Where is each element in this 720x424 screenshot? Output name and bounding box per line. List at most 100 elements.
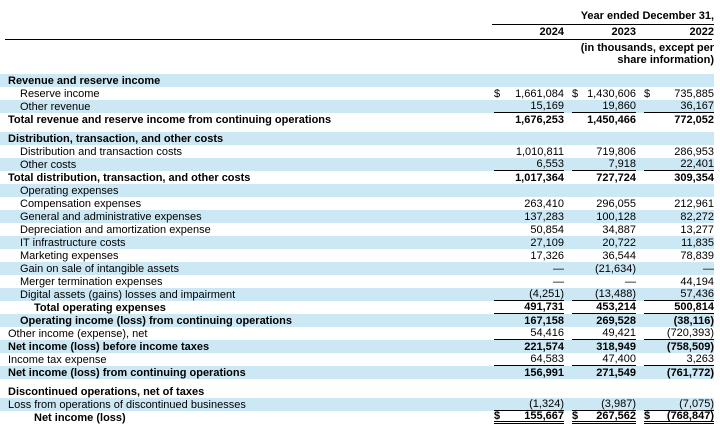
cell-value: 13,277: [680, 223, 714, 236]
cell-value: (720,393): [666, 327, 714, 339]
cell-2022: [644, 132, 714, 145]
cell-value: 167,158: [524, 314, 564, 327]
column-header-2023: 2023: [611, 26, 636, 38]
cell-2023: 100,128: [572, 210, 636, 223]
cell-2024: 167,158: [494, 314, 564, 327]
table-row: Revenue and reserve income: [0, 74, 714, 87]
cell-2022: 57,436: [644, 288, 714, 301]
table-row: Other income (expense), net 54,416 49,421 (…: [0, 327, 714, 340]
cell-2022: 11,835: [644, 236, 714, 249]
cell-value: 1,676,253: [515, 113, 564, 126]
cell-2022: (761,772): [644, 366, 714, 379]
cell-value: 34,887: [602, 223, 636, 236]
cell-value: 64,583: [530, 353, 564, 365]
table-row: Total operating expenses 491,731 453,214 50…: [0, 301, 714, 314]
row-label: Marketing expenses: [20, 249, 119, 262]
cell-value: 727,724: [596, 171, 636, 184]
cell-value: (768,847): [666, 410, 714, 422]
cell-2023: 7,918: [572, 158, 636, 171]
column-header-2024: 2024: [539, 26, 564, 38]
cell-2023: (3,987): [572, 398, 636, 411]
cell-value: 1,661,084: [515, 87, 564, 100]
cell-2023: —: [572, 275, 636, 288]
cell-2022: (758,509): [644, 340, 714, 353]
cell-2024: 50,854: [494, 223, 564, 236]
cell-value: 19,860: [602, 100, 636, 112]
row-label: Revenue and reserve income: [8, 74, 161, 87]
cell-2023: 271,549: [572, 366, 636, 379]
row-label: Total revenue and reserve income from co…: [8, 113, 332, 126]
row-label: Net income (loss) before income taxes: [8, 340, 210, 353]
cell-2022: 3,263: [644, 353, 714, 366]
cell-value: 155,667: [524, 410, 564, 422]
cell-value: 44,194: [680, 275, 714, 288]
cell-2024: [494, 184, 564, 197]
cell-value: (38,116): [673, 314, 714, 327]
table-row: Net income (loss) before income taxes 221…: [0, 340, 714, 353]
cell-value: 27,109: [530, 236, 564, 249]
cell-value: 156,991: [524, 366, 564, 379]
cell-2024: 1,010,811: [494, 145, 564, 158]
cell-value: 15,169: [530, 100, 564, 112]
cell-2023: 47,400: [572, 353, 636, 366]
cell-value: 286,953: [674, 145, 714, 158]
cell-value: 1,430,606: [587, 87, 636, 100]
cell-value: (761,772): [666, 366, 714, 379]
cell-2022: (38,116): [644, 314, 714, 327]
row-label: Operating expenses: [20, 184, 119, 197]
row-label: Compensation expenses: [20, 197, 142, 210]
cell-value: 54,416: [530, 327, 564, 339]
cell-2022: 13,277: [644, 223, 714, 236]
cell-value: 263,410: [524, 197, 564, 210]
row-label: Total operating expenses: [34, 301, 166, 314]
row-label: Merger termination expenses: [20, 275, 163, 288]
table-row: Total revenue and reserve income from co…: [0, 113, 714, 126]
row-label: IT infrastructure costs: [20, 236, 126, 249]
cell-2024: 15,169: [494, 100, 564, 113]
cell-2023: (13,488): [572, 288, 636, 301]
cell-2022: [644, 385, 714, 398]
cell-value: —: [553, 262, 564, 275]
table-row: Merger termination expenses — — 44,194: [0, 275, 714, 288]
dollar-sign: $: [644, 410, 651, 422]
cell-2024: 221,574: [494, 340, 564, 353]
table-row: General and administrative expenses 137,2…: [0, 210, 714, 223]
cell-value: 100,128: [596, 210, 636, 223]
cell-2024: (4,251): [494, 288, 564, 301]
cell-value: 137,283: [524, 210, 564, 223]
dollar-sign: $: [494, 410, 501, 422]
row-label: General and administrative expenses: [20, 210, 202, 223]
cell-2024: 263,410: [494, 197, 564, 210]
cell-value: 57,436: [680, 288, 714, 300]
dollar-sign: $: [572, 87, 579, 100]
table-row: Operating income (loss) from continuing …: [0, 314, 714, 327]
cell-value: 719,806: [596, 145, 636, 158]
cell-2023: 719,806: [572, 145, 636, 158]
cell-value: 221,574: [524, 340, 564, 353]
dollar-sign: $: [644, 87, 651, 100]
cell-2023: 453,214: [572, 301, 636, 314]
dollar-sign: $: [572, 410, 579, 422]
row-label: Depreciation and amortization expense: [20, 223, 211, 236]
cell-2024: —: [494, 275, 564, 288]
cell-value: (4,251): [529, 288, 564, 300]
row-label: Other income (expense), net: [8, 327, 148, 340]
cell-value: (3,987): [601, 398, 636, 410]
cell-2024: $1,661,084: [494, 87, 564, 100]
cell-value: 269,528: [596, 314, 636, 327]
cell-value: (1,324): [529, 398, 564, 410]
cell-value: (7,075): [679, 398, 714, 410]
cell-value: 1,450,466: [587, 113, 636, 126]
cell-value: 1,017,364: [515, 171, 564, 184]
cell-value: 318,949: [596, 340, 636, 353]
cell-2023: [572, 132, 636, 145]
period-header-row: Year ended December 31,: [0, 10, 714, 25]
cell-2023: [572, 184, 636, 197]
cell-value: 7,918: [608, 158, 636, 170]
table-row: Income tax expense 64,583 47,400 3,263: [0, 353, 714, 366]
cell-value: (13,488): [595, 288, 636, 300]
table-row: Other costs 6,553 7,918 22,401: [0, 158, 714, 171]
table-row: Distribution, transaction, and other cos…: [0, 132, 714, 145]
table-row: Total distribution, transaction, and oth…: [0, 171, 714, 184]
table-row: Reserve income $1,661,084 $1,430,606 $735,8…: [0, 87, 714, 100]
